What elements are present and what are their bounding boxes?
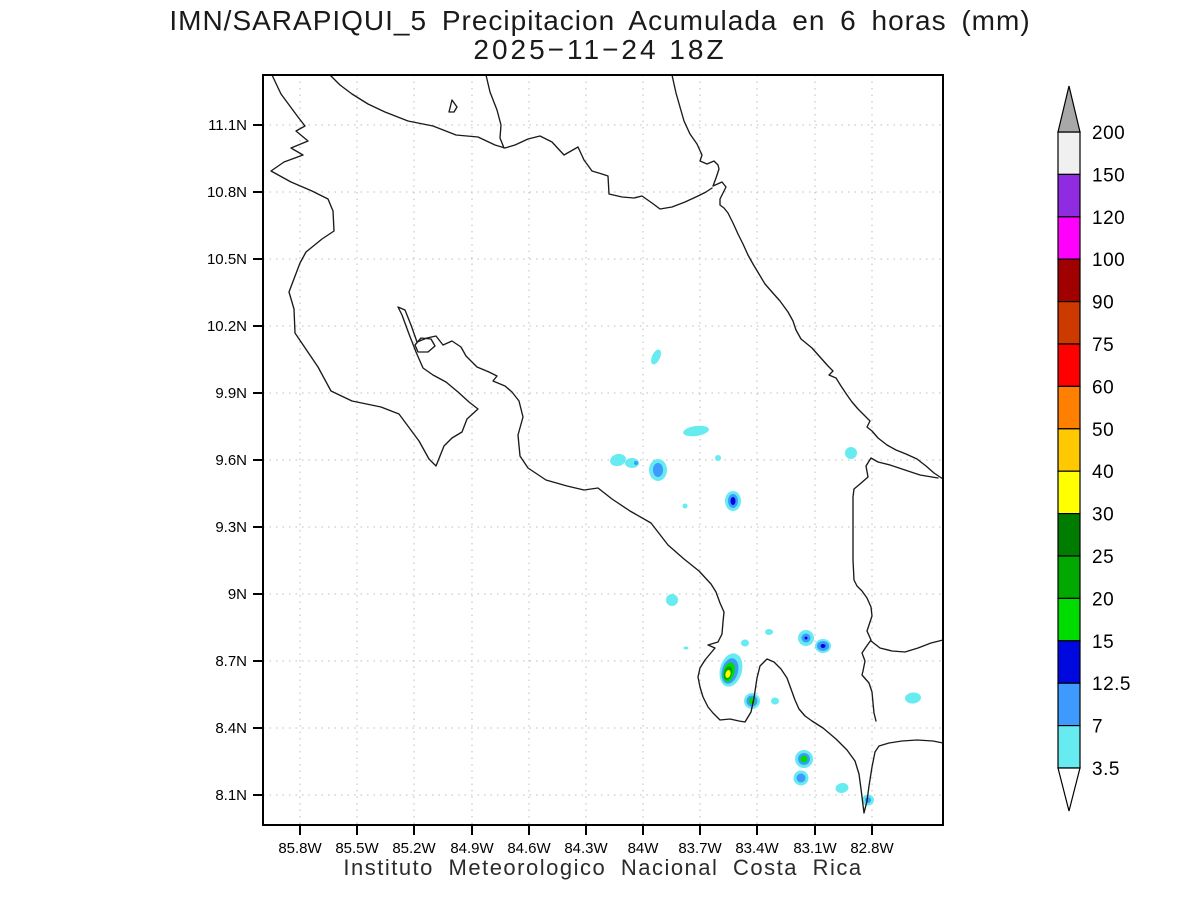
colorbar-level-label: 50 [1092,420,1114,441]
small-island-north [448,99,458,113]
colorbar-cell [1057,512,1081,557]
colorbar-level-label: 30 [1092,505,1114,526]
precip-cell [625,458,639,468]
lat-tick-label: 10.2N [207,318,247,335]
precip-cell [715,455,721,461]
colorbar-level-label: 90 [1092,293,1114,314]
lat-tick-label: 9.3N [215,519,247,536]
colorbar-arrow-down [1057,767,1081,812]
colorbar-level-label: 12.5 [1092,674,1131,695]
lat-tick-label: 10.8N [207,184,247,201]
plot-subtitle: 2025−11−24 18Z [473,34,727,65]
precip-cell [835,782,849,794]
precip-cell [651,349,661,365]
colorbar-cell [1057,216,1081,260]
colorbar-cell [1057,173,1081,218]
lat-tick-label: 9.6N [215,452,247,469]
panama-border [852,457,939,722]
colorbar-cell [1057,301,1081,345]
precipitation-cells [610,349,921,806]
lon-tick-label: 83.4W [735,840,779,857]
caribbean-coast [671,74,944,480]
lon-tick-label: 84.6W [507,840,551,857]
lon-tick-label: 82.8W [850,840,894,857]
precip-cell [804,636,808,640]
lon-tick-label: 84.9W [450,840,494,857]
colorbar-level-label: 120 [1092,208,1125,229]
precip-cell [683,425,709,437]
lat-tick-label: 8.7N [215,653,247,670]
precip-cell [820,644,826,648]
precip-cell [800,755,808,763]
colorbar-cell [1057,470,1081,515]
gridlines [263,75,943,825]
precip-cell [730,497,736,505]
colorbar-cell [1057,682,1081,727]
lon-tick-label: 83.1W [793,840,837,857]
precip-cell [610,453,626,467]
colorbar-cell [1057,555,1081,600]
colorbar-cell [1057,724,1081,769]
pacific-coast-and-nicoya-osa-peninsulas [270,74,944,814]
nicaragua-border-lake-shore [329,74,713,210]
lon-tick-label: 85.5W [335,840,379,857]
colorbar-cell [1057,428,1081,472]
precip-cell [682,503,688,509]
lat-tick-label: 11.1N [208,117,247,134]
lat-tick-label: 8.1N [215,787,247,804]
precip-cell [683,646,689,650]
lon-tick-label: 84.3W [564,840,608,857]
caption: Instituto Meteorologico Nacional Costa R… [343,855,863,880]
colorbar-level-label: 15 [1092,632,1114,653]
map-frame [262,74,944,826]
colorbar-cell [1057,131,1081,176]
lat-tick-label: 8.4N [215,720,247,737]
colorbar-cell [1057,597,1081,642]
gulf-of-nicoya-island [414,337,436,353]
colorbar-level-label: 7 [1092,717,1103,738]
costa-rica-outline [270,74,944,814]
precip-cell [845,447,857,459]
colorbar-level-label: 40 [1092,462,1114,483]
precip-cell [666,594,678,606]
axis-ticks [253,124,873,835]
precip-cell [741,639,749,647]
precip-cell [765,629,773,635]
axis-labels: 11.1N 10.8N 10.5N 10.2N 9.9N 9.6N 9.3N 9N 8.7N 8.… [207,117,895,857]
colorbar-level-label: 25 [1092,547,1114,568]
north-inlet-line [485,74,505,149]
colorbar-level-label: 100 [1092,250,1125,271]
colorbar-level-label: 150 [1092,165,1125,186]
lon-tick-label: 85.2W [392,840,436,857]
lon-tick-label: 85.8W [278,840,322,857]
colorbar-cell [1057,640,1081,684]
precip-cell [771,697,779,705]
colorbar-arrow-up [1057,85,1081,133]
lat-tick-label: 10.5N [207,251,247,268]
precip-cell [905,692,921,704]
lat-tick-label: 9N [228,586,247,603]
colorbar-level-label: 20 [1092,589,1114,610]
colorbar-cell [1057,258,1081,303]
colorbar-level-label: 75 [1092,335,1114,356]
precip-cell [796,773,806,783]
lat-tick-label: 9.9N [215,385,247,402]
colorbar-level-label: 60 [1092,377,1114,398]
colorbar-cell [1057,385,1081,430]
colorbar-cell [1057,343,1081,388]
precip-cell [634,461,638,465]
panama-caribbean-segment [870,639,944,653]
colorbar-level-label: 3.5 [1092,759,1120,780]
precip-cell [725,670,731,678]
lon-tick-label: 83.7W [678,840,722,857]
precip-cell [653,463,663,477]
colorbar: 200 150 120 100 90 75 60 50 40 30 25 20 15 12.5 7 3.5 [1057,85,1131,812]
plot-title: IMN/SARAPIQUI_5 Precipitacion Acumulada … [169,5,1031,36]
colorbar-level-label: 200 [1092,123,1125,144]
lon-tick-label: 84W [628,840,660,857]
